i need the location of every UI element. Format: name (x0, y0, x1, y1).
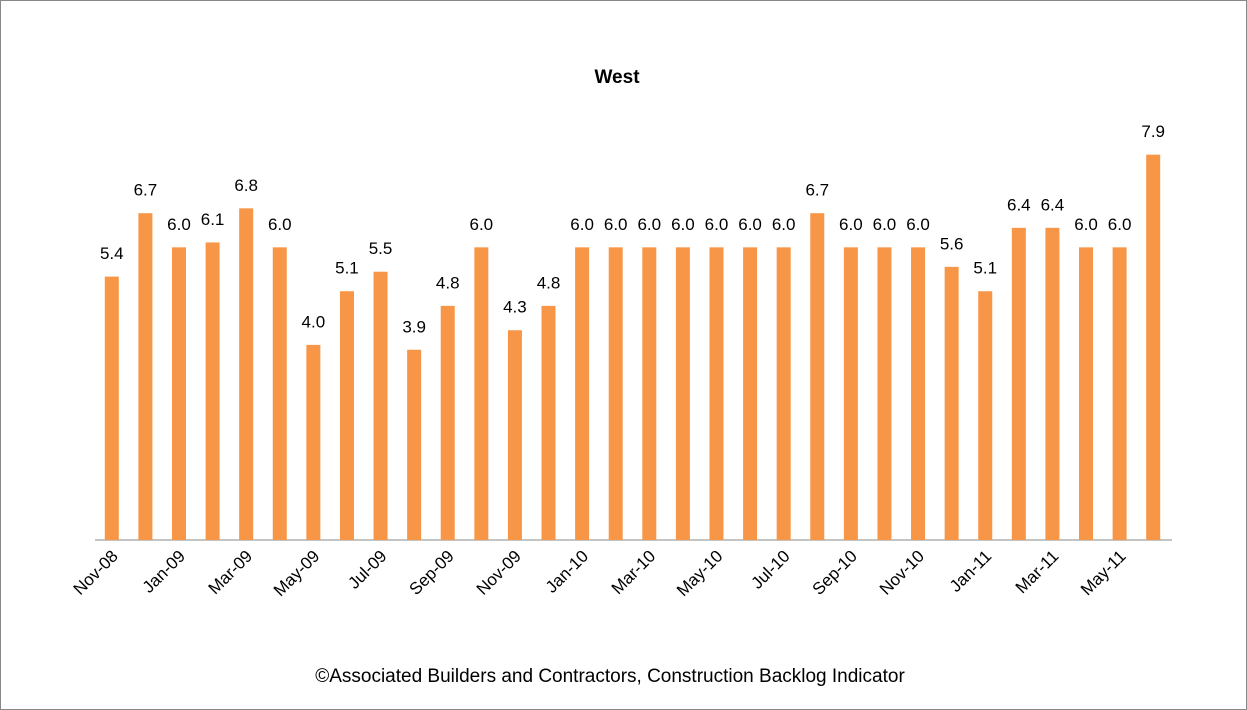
bar (1112, 247, 1127, 541)
bar (171, 247, 186, 541)
data-label: 6.0 (705, 215, 729, 234)
data-label: 6.1 (201, 210, 225, 229)
data-label: 6.0 (839, 215, 863, 234)
bar (1045, 227, 1060, 541)
data-label: 6.0 (772, 215, 796, 234)
data-label: 5.4 (100, 244, 124, 263)
data-label: 6.0 (167, 215, 191, 234)
bar (407, 349, 422, 540)
bar (675, 247, 690, 541)
bar (474, 247, 489, 541)
data-label: 6.0 (671, 215, 695, 234)
bar (843, 247, 858, 541)
bar (978, 291, 993, 540)
bar (339, 291, 354, 540)
data-label: 6.0 (604, 215, 628, 234)
data-label: 3.9 (402, 317, 426, 336)
data-label: 6.0 (268, 215, 292, 234)
bar (104, 276, 119, 540)
data-label: 6.0 (637, 215, 661, 234)
data-label: 6.4 (1041, 195, 1065, 214)
bar (810, 213, 825, 540)
bar (1079, 247, 1094, 541)
data-label: 6.0 (470, 215, 494, 234)
bar (1146, 154, 1161, 540)
bar (877, 247, 892, 541)
bar (743, 247, 758, 541)
data-label: 6.0 (873, 215, 897, 234)
data-label: 6.0 (1074, 215, 1098, 234)
data-label: 6.7 (805, 181, 829, 200)
data-label: 4.0 (302, 312, 326, 331)
chart-title: West (594, 67, 640, 88)
data-label: 6.0 (906, 215, 930, 234)
bar (1011, 227, 1026, 541)
source-note: ©Associated Builders and Contractors, Co… (315, 666, 905, 687)
data-label: 7.9 (1141, 122, 1165, 141)
data-label: 6.4 (1007, 195, 1031, 214)
bar (541, 305, 556, 540)
data-label: 6.0 (570, 215, 594, 234)
data-label: 5.6 (940, 234, 964, 253)
bar (944, 266, 959, 540)
bar (575, 247, 590, 541)
bar (205, 242, 220, 540)
data-label: 4.3 (503, 298, 527, 317)
bar (306, 344, 321, 540)
bar (440, 305, 455, 540)
bar (642, 247, 657, 541)
data-label: 6.7 (134, 181, 158, 200)
data-label: 6.8 (234, 176, 258, 195)
bar (608, 247, 623, 541)
data-label: 4.8 (436, 273, 460, 292)
data-label: 6.0 (738, 215, 762, 234)
data-label: 5.5 (369, 239, 393, 258)
bar (373, 271, 388, 540)
bar (776, 247, 791, 541)
bar (507, 330, 522, 540)
bar (709, 247, 724, 541)
bar (911, 247, 926, 541)
data-label: 5.1 (335, 259, 359, 278)
bar (272, 247, 287, 541)
data-label: 5.1 (973, 259, 997, 278)
data-label: 6.0 (1108, 215, 1132, 234)
bar (138, 213, 153, 540)
bar (239, 208, 254, 541)
data-label: 4.8 (537, 273, 561, 292)
